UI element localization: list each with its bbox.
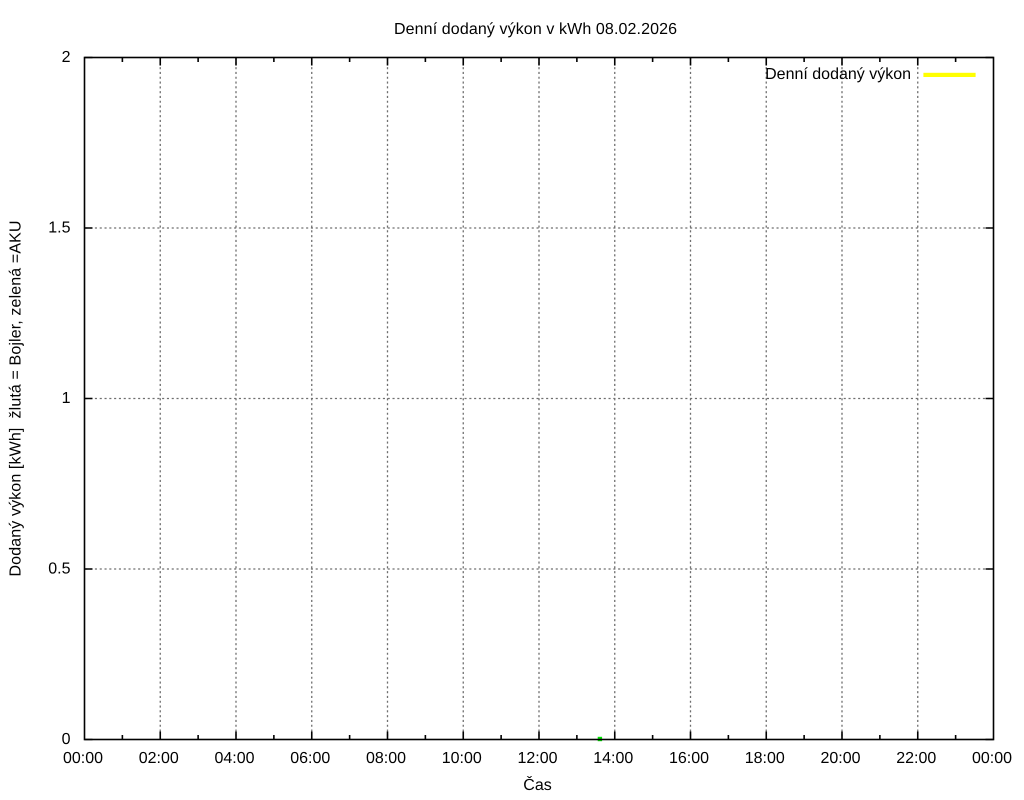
svg-text:Denní dodaný výkon v kWh 08.02: Denní dodaný výkon v kWh 08.02.2026 bbox=[394, 21, 677, 38]
svg-text:1: 1 bbox=[62, 390, 71, 407]
svg-text:1.5: 1.5 bbox=[48, 220, 70, 237]
svg-text:12:00: 12:00 bbox=[517, 750, 557, 767]
svg-text:14:00: 14:00 bbox=[593, 750, 633, 767]
svg-text:22:00: 22:00 bbox=[896, 750, 936, 767]
svg-text:06:00: 06:00 bbox=[290, 750, 330, 767]
svg-text:00:00: 00:00 bbox=[972, 750, 1012, 767]
svg-text:Čas: Čas bbox=[523, 776, 551, 794]
svg-text:0.5: 0.5 bbox=[48, 561, 70, 578]
svg-text:10:00: 10:00 bbox=[442, 750, 482, 767]
svg-text:Denní dodaný výkon: Denní dodaný výkon bbox=[765, 66, 911, 83]
svg-text:18:00: 18:00 bbox=[745, 750, 785, 767]
svg-text:Dodaný výkon [kWh] žlutá = Bo: Dodaný výkon [kWh] žlutá = Bojler, zelen… bbox=[8, 221, 25, 577]
svg-text:16:00: 16:00 bbox=[669, 750, 709, 767]
svg-text:08:00: 08:00 bbox=[366, 750, 406, 767]
svg-text:2: 2 bbox=[62, 49, 71, 66]
svg-text:04:00: 04:00 bbox=[214, 750, 254, 767]
svg-text:02:00: 02:00 bbox=[139, 750, 179, 767]
svg-text:20:00: 20:00 bbox=[820, 750, 860, 767]
svg-text:0: 0 bbox=[62, 731, 71, 748]
svg-text:00:00: 00:00 bbox=[63, 750, 103, 767]
